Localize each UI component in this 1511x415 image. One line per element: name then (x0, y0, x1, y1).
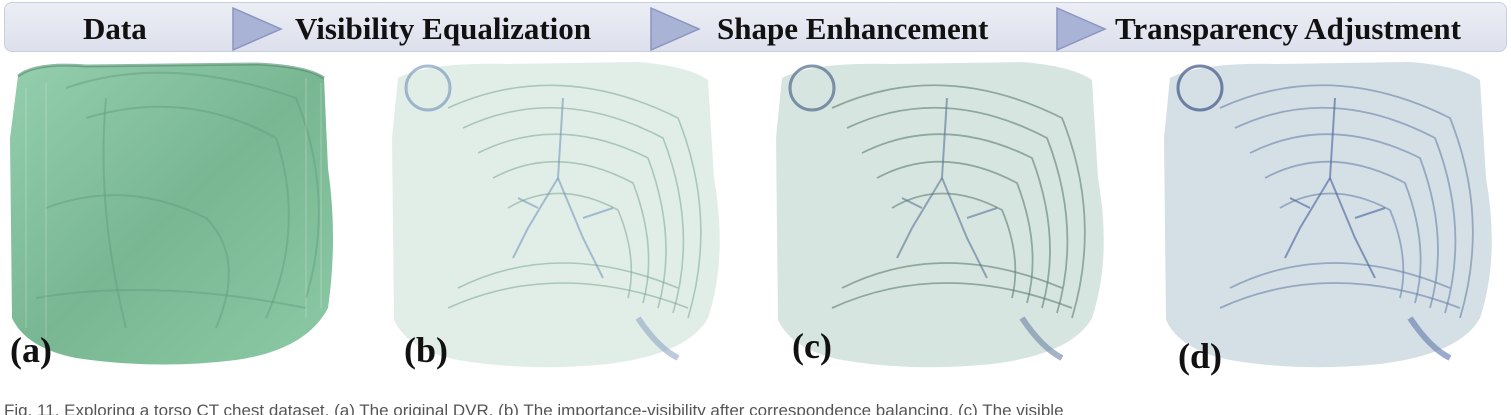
stage-visibility-equalization: Visibility Equalization (295, 11, 591, 46)
figure-caption: Fig. 11. Exploring a torso CT chest data… (4, 401, 1064, 415)
stage-data: Data (83, 11, 147, 46)
volume-render-panel-c (776, 62, 1104, 368)
panel-label-d: (d) (1178, 336, 1222, 376)
stage-shape-enhancement: Shape Enhancement (717, 11, 989, 46)
panel-label-a: (a) (10, 330, 52, 370)
volume-render-panel-a (10, 62, 333, 365)
panel-label-c: (c) (792, 326, 832, 366)
arrow-right-icon (1056, 6, 1107, 52)
stage-transparency-adjustment: Transparency Adjustment (1115, 11, 1461, 46)
pipeline-bar: Data Visibility Equalization Shape Enhan… (4, 2, 1507, 52)
arrow-right-icon (232, 6, 283, 52)
arrow-right-icon (650, 6, 701, 52)
panel-label-b: (b) (404, 330, 448, 370)
volume-render-panel-d (1164, 62, 1492, 368)
volume-render-panel-b (392, 62, 720, 368)
